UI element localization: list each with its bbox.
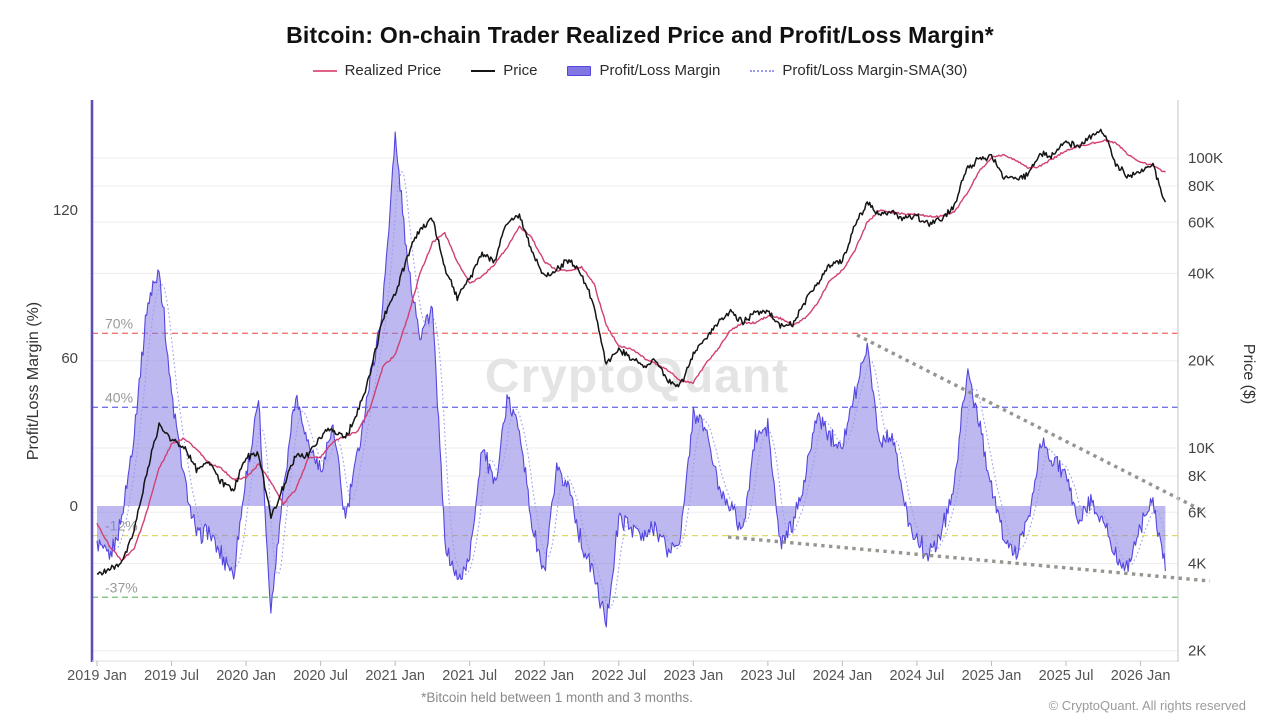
svg-text:2020 Jan: 2020 Jan — [216, 668, 276, 684]
svg-text:2020 Jul: 2020 Jul — [293, 668, 348, 684]
profit-loss-margin-swatch-icon — [567, 65, 592, 76]
svg-text:6K: 6K — [1188, 504, 1206, 521]
svg-text:20K: 20K — [1188, 353, 1215, 370]
svg-text:8K: 8K — [1188, 468, 1206, 485]
legend-label: Profit/Loss Margin-SMA(30) — [782, 62, 968, 79]
sma-dotted-line-icon — [750, 69, 775, 72]
svg-text:2019 Jan: 2019 Jan — [67, 668, 127, 684]
legend: Realized Price Price Profit/Loss Margin … — [0, 62, 1280, 79]
svg-text:2025 Jul: 2025 Jul — [1039, 668, 1094, 684]
svg-text:2025 Jan: 2025 Jan — [962, 668, 1022, 684]
svg-text:100K: 100K — [1188, 150, 1223, 167]
svg-text:2024 Jul: 2024 Jul — [890, 668, 945, 684]
svg-text:2021 Jul: 2021 Jul — [442, 668, 497, 684]
svg-text:2022 Jan: 2022 Jan — [514, 668, 574, 684]
legend-item-realized-price[interactable]: Realized Price — [312, 62, 442, 79]
svg-text:40K: 40K — [1188, 265, 1215, 282]
svg-text:2021 Jan: 2021 Jan — [365, 668, 425, 684]
price-line-icon — [471, 69, 496, 72]
footnote: *Bitcoin held between 1 month and 3 mont… — [421, 690, 693, 705]
legend-item-price[interactable]: Price — [471, 62, 537, 79]
copyright: © CryptoQuant. All rights reserved — [1048, 698, 1246, 713]
svg-text:2019 Jul: 2019 Jul — [144, 668, 199, 684]
svg-text:120: 120 — [53, 202, 78, 219]
svg-text:2K: 2K — [1188, 643, 1206, 660]
svg-text:2022 Jul: 2022 Jul — [591, 668, 646, 684]
realized-price-line-icon — [312, 69, 337, 72]
svg-text:4K: 4K — [1188, 555, 1206, 572]
svg-text:70%: 70% — [105, 315, 133, 331]
legend-item-margin-sma[interactable]: Profit/Loss Margin-SMA(30) — [750, 62, 967, 79]
svg-text:60K: 60K — [1188, 214, 1215, 231]
svg-text:10K: 10K — [1188, 440, 1215, 457]
chart-title: Bitcoin: On-chain Trader Realized Price … — [286, 22, 994, 48]
left-axis-title: Profit/Loss Margin (%) — [25, 302, 42, 460]
svg-text:2024 Jan: 2024 Jan — [813, 668, 873, 684]
legend-item-profit-loss-margin[interactable]: Profit/Loss Margin — [567, 62, 720, 79]
legend-label: Profit/Loss Margin — [599, 62, 721, 79]
legend-label: Price — [503, 62, 538, 79]
watermark: CryptoQuant — [485, 350, 789, 403]
svg-text:80K: 80K — [1188, 178, 1215, 195]
legend-label: Realized Price — [344, 62, 442, 79]
svg-text:2023 Jan: 2023 Jan — [663, 668, 723, 684]
svg-text:-37%: -37% — [105, 579, 138, 595]
svg-text:2026 Jan: 2026 Jan — [1111, 668, 1171, 684]
right-axis-title: Price ($) — [1240, 344, 1257, 404]
svg-text:2023 Jul: 2023 Jul — [740, 668, 795, 684]
svg-text:40%: 40% — [105, 389, 133, 405]
svg-text:60: 60 — [61, 350, 78, 367]
svg-text:0: 0 — [70, 498, 78, 515]
